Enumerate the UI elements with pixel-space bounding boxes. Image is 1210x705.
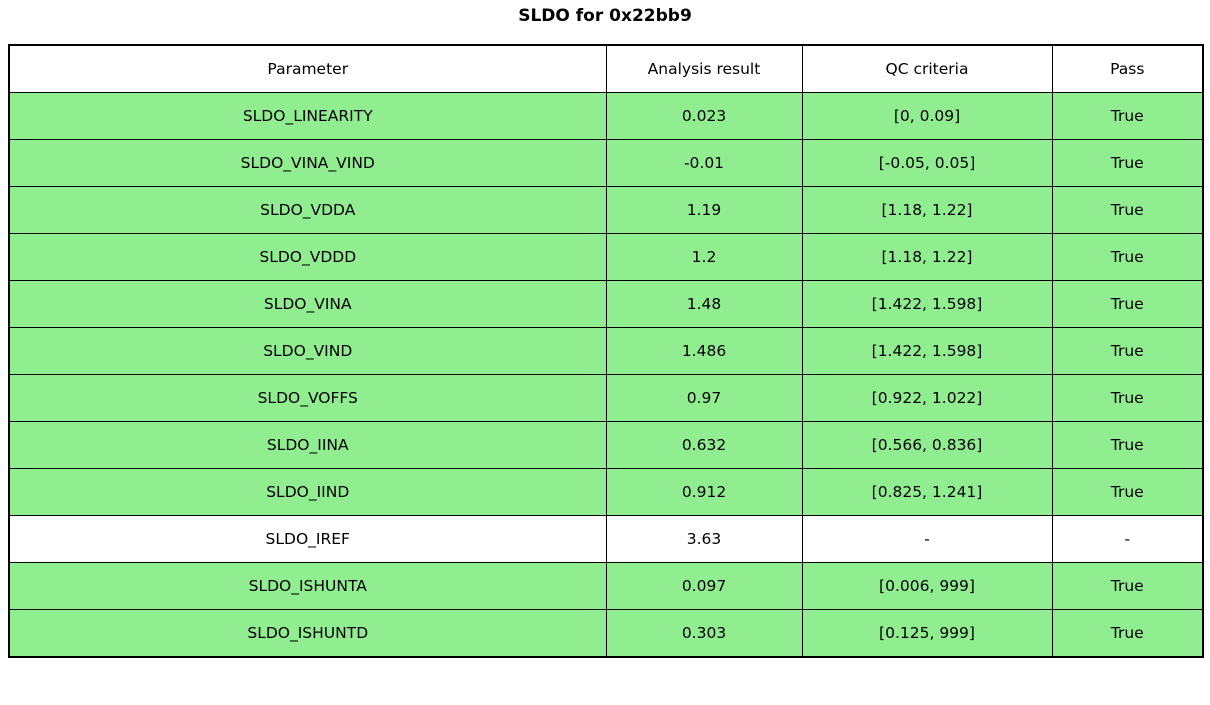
column-header-pass: Pass <box>1051 44 1204 93</box>
cell-parameter: SLDO_VINA <box>8 280 607 328</box>
cell-pass: True <box>1051 233 1204 281</box>
table-row: SLDO_IIND 0.912 [0.825, 1.241] True <box>8 468 1204 516</box>
cell-qc-criteria: - <box>801 515 1053 563</box>
cell-parameter: SLDO_LINEARITY <box>8 92 607 140</box>
column-header-analysis-result: Analysis result <box>605 44 803 93</box>
cell-pass: True <box>1051 468 1204 516</box>
cell-analysis-result: 1.2 <box>605 233 803 281</box>
table-row: SLDO_ISHUNTA 0.097 [0.006, 999] True <box>8 562 1204 610</box>
table-row: SLDO_VINA 1.48 [1.422, 1.598] True <box>8 280 1204 328</box>
cell-qc-criteria: [1.18, 1.22] <box>801 233 1053 281</box>
cell-pass: True <box>1051 92 1204 140</box>
table-row: SLDO_LINEARITY 0.023 [0, 0.09] True <box>8 92 1204 140</box>
cell-parameter: SLDO_VDDD <box>8 233 607 281</box>
page-title: SLDO for 0x22bb9 <box>518 6 692 26</box>
cell-analysis-result: 0.303 <box>605 609 803 658</box>
cell-qc-criteria: [1.18, 1.22] <box>801 186 1053 234</box>
cell-parameter: SLDO_IREF <box>8 515 607 563</box>
cell-pass: True <box>1051 327 1204 375</box>
cell-analysis-result: 1.48 <box>605 280 803 328</box>
cell-analysis-result: 0.97 <box>605 374 803 422</box>
table-row: SLDO_VDDA 1.19 [1.18, 1.22] True <box>8 186 1204 234</box>
cell-qc-criteria: [1.422, 1.598] <box>801 280 1053 328</box>
qc-results-table: Parameter Analysis result QC criteria Pa… <box>8 44 1204 658</box>
table-row: SLDO_VDDD 1.2 [1.18, 1.22] True <box>8 233 1204 281</box>
cell-analysis-result: 3.63 <box>605 515 803 563</box>
table-row: SLDO_VOFFS 0.97 [0.922, 1.022] True <box>8 374 1204 422</box>
cell-qc-criteria: [0.125, 999] <box>801 609 1053 658</box>
table-row: SLDO_VINA_VIND -0.01 [-0.05, 0.05] True <box>8 139 1204 187</box>
cell-parameter: SLDO_ISHUNTD <box>8 609 607 658</box>
cell-parameter: SLDO_IINA <box>8 421 607 469</box>
column-header-parameter: Parameter <box>8 44 607 93</box>
table-row: SLDO_IINA 0.632 [0.566, 0.836] True <box>8 421 1204 469</box>
cell-parameter: SLDO_VIND <box>8 327 607 375</box>
table-row: SLDO_ISHUNTD 0.303 [0.125, 999] True <box>8 609 1204 658</box>
cell-pass: - <box>1051 515 1204 563</box>
cell-analysis-result: 0.632 <box>605 421 803 469</box>
cell-qc-criteria: [0.566, 0.836] <box>801 421 1053 469</box>
cell-parameter: SLDO_VOFFS <box>8 374 607 422</box>
cell-parameter: SLDO_VDDA <box>8 186 607 234</box>
column-header-qc-criteria: QC criteria <box>801 44 1053 93</box>
cell-parameter: SLDO_VINA_VIND <box>8 139 607 187</box>
cell-qc-criteria: [-0.05, 0.05] <box>801 139 1053 187</box>
cell-pass: True <box>1051 609 1204 658</box>
cell-pass: True <box>1051 186 1204 234</box>
cell-qc-criteria: [0, 0.09] <box>801 92 1053 140</box>
table-row: SLDO_VIND 1.486 [1.422, 1.598] True <box>8 327 1204 375</box>
cell-pass: True <box>1051 139 1204 187</box>
cell-qc-criteria: [0.006, 999] <box>801 562 1053 610</box>
cell-pass: True <box>1051 280 1204 328</box>
cell-qc-criteria: [0.825, 1.241] <box>801 468 1053 516</box>
cell-parameter: SLDO_ISHUNTA <box>8 562 607 610</box>
table-header-row: Parameter Analysis result QC criteria Pa… <box>8 44 1204 93</box>
cell-qc-criteria: [0.922, 1.022] <box>801 374 1053 422</box>
cell-pass: True <box>1051 374 1204 422</box>
cell-analysis-result: 1.19 <box>605 186 803 234</box>
cell-analysis-result: -0.01 <box>605 139 803 187</box>
cell-analysis-result: 0.912 <box>605 468 803 516</box>
table-row: SLDO_IREF 3.63 - - <box>8 515 1204 563</box>
cell-qc-criteria: [1.422, 1.598] <box>801 327 1053 375</box>
cell-analysis-result: 0.023 <box>605 92 803 140</box>
cell-analysis-result: 1.486 <box>605 327 803 375</box>
cell-analysis-result: 0.097 <box>605 562 803 610</box>
cell-pass: True <box>1051 421 1204 469</box>
cell-parameter: SLDO_IIND <box>8 468 607 516</box>
cell-pass: True <box>1051 562 1204 610</box>
